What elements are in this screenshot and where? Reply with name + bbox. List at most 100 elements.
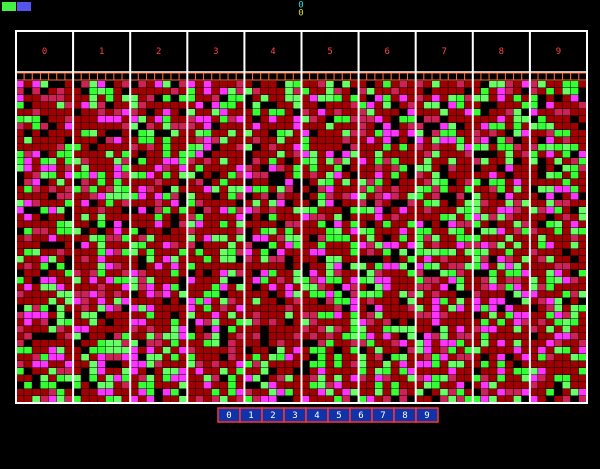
cell <box>472 95 481 102</box>
cell <box>179 340 187 347</box>
digit-button-label[interactable]: 2 <box>270 411 275 421</box>
digit-button-label[interactable]: 5 <box>336 411 341 421</box>
cell <box>32 214 40 221</box>
cell <box>366 326 375 333</box>
cell <box>489 228 497 235</box>
column-marker <box>439 72 449 81</box>
cell <box>40 221 49 228</box>
cell <box>334 144 342 151</box>
cell <box>195 158 204 165</box>
cell <box>570 375 579 382</box>
cell <box>432 235 440 242</box>
cell <box>391 347 399 354</box>
cell <box>89 347 98 354</box>
cell <box>334 81 342 88</box>
cell <box>399 200 408 207</box>
cell <box>334 263 342 270</box>
cell <box>374 291 383 298</box>
digit-button-label[interactable]: 1 <box>248 411 253 421</box>
cell <box>570 284 579 291</box>
digit-button-label[interactable]: 3 <box>292 411 297 421</box>
digit-button-label[interactable]: 4 <box>314 411 319 421</box>
cell <box>464 326 473 333</box>
cell <box>24 263 32 270</box>
cell <box>89 214 98 221</box>
cell <box>228 361 236 368</box>
cell <box>464 172 473 179</box>
cell <box>342 116 350 123</box>
cell <box>374 249 383 256</box>
cell <box>162 277 171 284</box>
cell <box>513 305 522 312</box>
cell <box>105 305 114 312</box>
digit-button-label[interactable]: 6 <box>358 411 363 421</box>
cell <box>73 151 81 158</box>
cell <box>334 109 342 116</box>
cell <box>203 109 212 116</box>
cell <box>285 347 293 354</box>
cell <box>440 130 448 137</box>
cell <box>513 242 522 249</box>
cell <box>497 88 505 95</box>
cell <box>24 305 32 312</box>
cell <box>570 361 579 368</box>
cell <box>105 375 114 382</box>
column-marker <box>309 72 319 81</box>
cell <box>48 144 57 151</box>
digit-button[interactable] <box>415 407 439 423</box>
digit-button-label[interactable]: 0 <box>226 411 231 421</box>
cell <box>105 130 114 137</box>
digit-button-label[interactable]: 8 <box>402 411 407 421</box>
cell <box>32 130 40 137</box>
cell <box>268 228 277 235</box>
cell <box>415 207 424 214</box>
cell <box>342 214 350 221</box>
cell <box>513 333 522 340</box>
cell <box>211 312 220 319</box>
cell <box>32 207 40 214</box>
cell <box>219 144 228 151</box>
cell <box>105 137 114 144</box>
cell <box>334 123 342 130</box>
cell <box>407 158 416 165</box>
cell <box>521 270 530 277</box>
cell <box>244 81 253 88</box>
cell <box>407 193 416 200</box>
digit-button-label[interactable]: 7 <box>380 411 385 421</box>
cell <box>325 361 334 368</box>
cell <box>154 389 163 396</box>
cell <box>105 242 114 249</box>
cell <box>562 298 571 305</box>
cell <box>325 207 334 214</box>
cell <box>211 88 220 95</box>
cell <box>529 123 538 130</box>
cell <box>81 200 89 207</box>
cell <box>97 305 106 312</box>
cell <box>432 305 440 312</box>
cell <box>219 333 228 340</box>
cell <box>228 375 236 382</box>
cell <box>252 263 261 270</box>
cell <box>228 298 236 305</box>
column-marker <box>504 72 515 81</box>
cell <box>236 277 244 284</box>
cell <box>432 109 440 116</box>
cell <box>358 277 367 284</box>
cell <box>236 95 244 102</box>
cell <box>521 221 530 228</box>
cell <box>277 102 285 109</box>
cell <box>285 389 293 396</box>
cell <box>211 172 220 179</box>
cell <box>195 396 204 403</box>
column-marker <box>31 72 41 81</box>
digit-button-label[interactable]: 9 <box>424 411 429 421</box>
cell <box>154 368 163 375</box>
cell <box>309 109 318 116</box>
cell <box>187 277 195 284</box>
cell <box>309 340 318 347</box>
cell <box>236 116 244 123</box>
cell <box>219 249 228 256</box>
cell <box>546 102 554 109</box>
cell <box>138 207 147 214</box>
cell <box>211 340 220 347</box>
